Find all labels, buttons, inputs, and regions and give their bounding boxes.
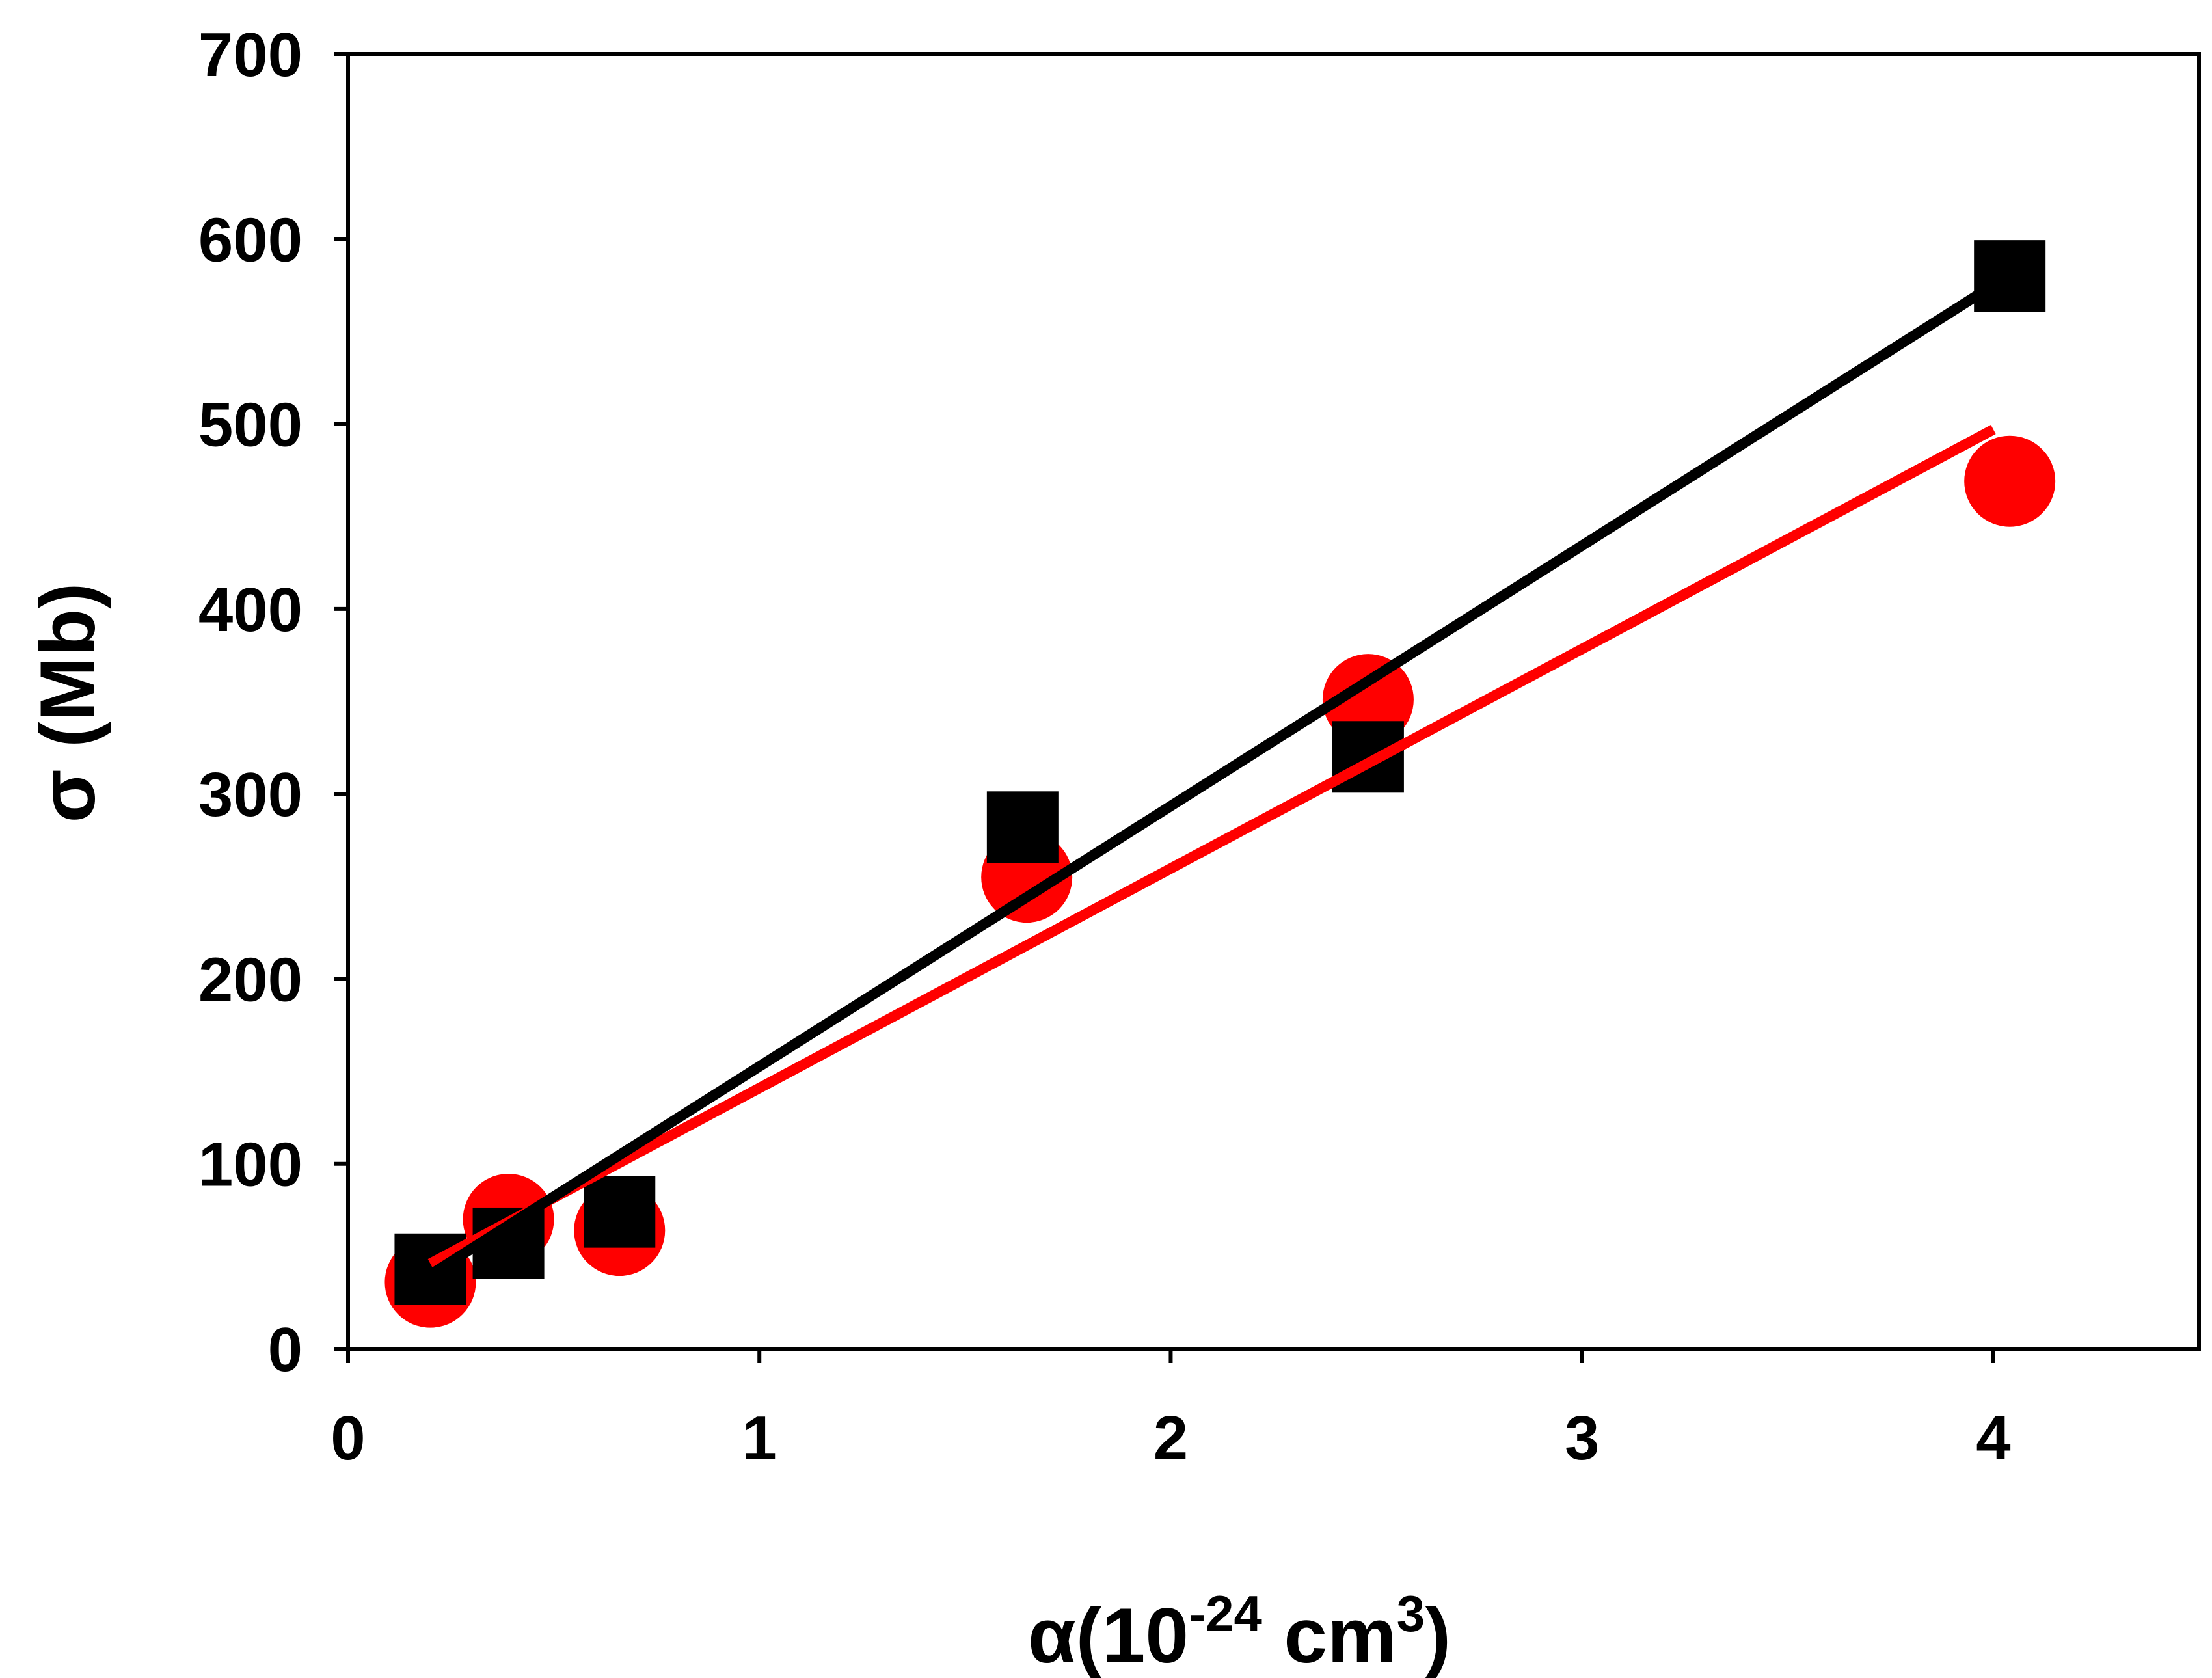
y-tick-label: 100 (198, 1130, 303, 1200)
square-marker (986, 791, 1059, 863)
y-tick-label: 200 (198, 945, 303, 1014)
square-marker (1974, 240, 2046, 312)
x-axis-title-close: ) (1425, 1592, 1451, 1678)
x-axis-title-exponent: -24 (1189, 1585, 1262, 1642)
x-tick-label: 2 (1153, 1403, 1188, 1473)
y-axis-title: σ (Mb) (24, 583, 111, 823)
y-tick-label: 700 (198, 20, 303, 90)
x-axis-ticks: 0 1 2 3 4 (330, 1349, 2011, 1473)
x-axis-title-unit-exponent: 3 (1397, 1585, 1425, 1642)
x-tick-label: 0 (330, 1403, 365, 1473)
circle-marker (1964, 435, 2056, 527)
x-tick-label: 3 (1565, 1403, 1599, 1473)
x-axis-title-base: α(10 (1028, 1592, 1189, 1678)
y-tick-label: 400 (198, 575, 303, 645)
red-fit-line (427, 425, 1996, 1269)
x-axis-title-unit: cm (1262, 1592, 1397, 1678)
y-axis-ticks: 0 100 200 300 400 500 600 700 (198, 20, 348, 1385)
x-axis-title: α(10-24 cm3) (1028, 1585, 1451, 1678)
y-tick-label: 600 (198, 205, 303, 275)
y-tick-label: 300 (198, 760, 303, 830)
y-tick-label: 500 (198, 390, 303, 460)
y-tick-label: 0 (268, 1315, 303, 1385)
x-tick-label: 1 (742, 1403, 777, 1473)
x-tick-label: 4 (1976, 1403, 2010, 1473)
black-fit-line (427, 280, 1997, 1280)
data-markers (384, 240, 2056, 1328)
square-marker (584, 1176, 656, 1248)
